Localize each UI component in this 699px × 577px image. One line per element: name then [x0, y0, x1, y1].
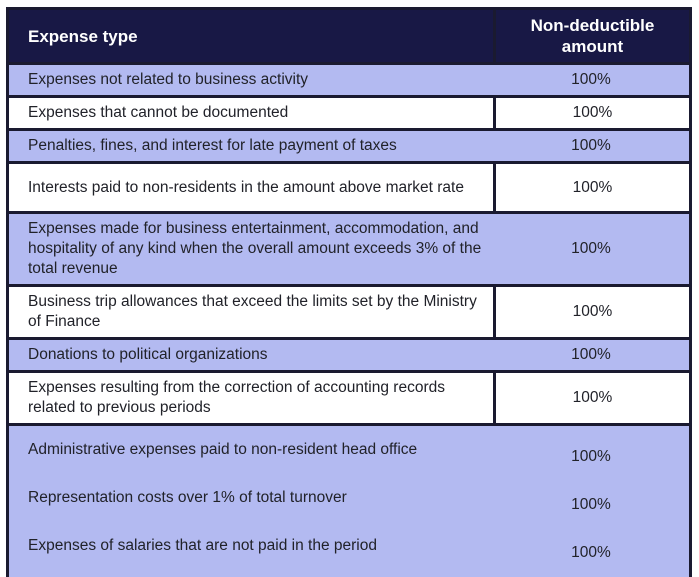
- header-amount-cell: Non-deductible amount: [493, 10, 689, 62]
- table-row: Interests paid to non-residents in the a…: [9, 161, 689, 211]
- table-row: Expenses that cannot be documented 100%: [9, 95, 689, 128]
- expense-cell: Expenses resulting from the correction o…: [28, 379, 445, 416]
- amount-cell: 100%: [571, 346, 611, 363]
- table-row: Expenses resulting from the correction o…: [9, 370, 689, 423]
- amount-cell: 100%: [571, 496, 611, 513]
- table-header-row: Expense type Non-deductible amount: [9, 10, 689, 62]
- table-row: Business trip allowances that exceed the…: [9, 284, 689, 337]
- merged-row: Administrative expenses paid to non-resi…: [9, 423, 689, 577]
- amount-cell: 100%: [571, 544, 611, 561]
- amount-cell: 100%: [493, 287, 689, 337]
- table-row: Expenses made for business entertainment…: [9, 211, 689, 284]
- expense-table: Expense type Non-deductible amount Expen…: [6, 7, 692, 577]
- expense-cell: Business trip allowances that exceed the…: [28, 293, 477, 330]
- merged-item: Representation costs over 1% of total tu…: [9, 481, 689, 529]
- merged-item: Expenses of salaries that are not paid i…: [9, 529, 689, 577]
- expense-text: Representation costs over 1% of total tu…: [28, 489, 347, 506]
- expense-text: Administrative expenses paid to non-resi…: [28, 441, 418, 458]
- expense-text: Expenses of salaries that are not paid i…: [28, 537, 377, 554]
- header-amount-label: Non-deductible amount: [530, 16, 655, 56]
- amount-cell: 100%: [493, 98, 689, 128]
- merged-item: Administrative expenses paid to non-resi…: [9, 433, 689, 481]
- header-expense-type-cell: Expense type: [9, 10, 493, 62]
- header-expense-type-label: Expense type: [28, 26, 138, 46]
- table-row: Donations to political organizations 100…: [9, 337, 689, 370]
- expense-cell: Penalties, fines, and interest for late …: [28, 137, 397, 154]
- expense-cell: Expenses of salaries that are not paid i…: [9, 531, 493, 575]
- table-row: Penalties, fines, and interest for late …: [9, 128, 689, 161]
- amount-cell: 100%: [571, 71, 611, 88]
- expense-cell: Expenses not related to business activit…: [28, 71, 309, 88]
- expense-cell: Administrative expenses paid to non-resi…: [9, 435, 493, 479]
- table-row: Expenses not related to business activit…: [9, 62, 689, 95]
- amount-cell: 100%: [493, 373, 689, 423]
- expense-cell: Representation costs over 1% of total tu…: [9, 483, 493, 527]
- expense-cell: Expenses that cannot be documented: [28, 104, 289, 121]
- expense-cell: Interests paid to non-residents in the a…: [28, 178, 464, 196]
- amount-cell: 100%: [493, 164, 689, 211]
- amount-cell: 100%: [571, 448, 611, 465]
- expense-cell: Donations to political organizations: [28, 346, 268, 363]
- amount-cell: 100%: [571, 137, 611, 154]
- expense-cell: Expenses made for business entertainment…: [28, 220, 482, 277]
- amount-cell: 100%: [571, 240, 611, 257]
